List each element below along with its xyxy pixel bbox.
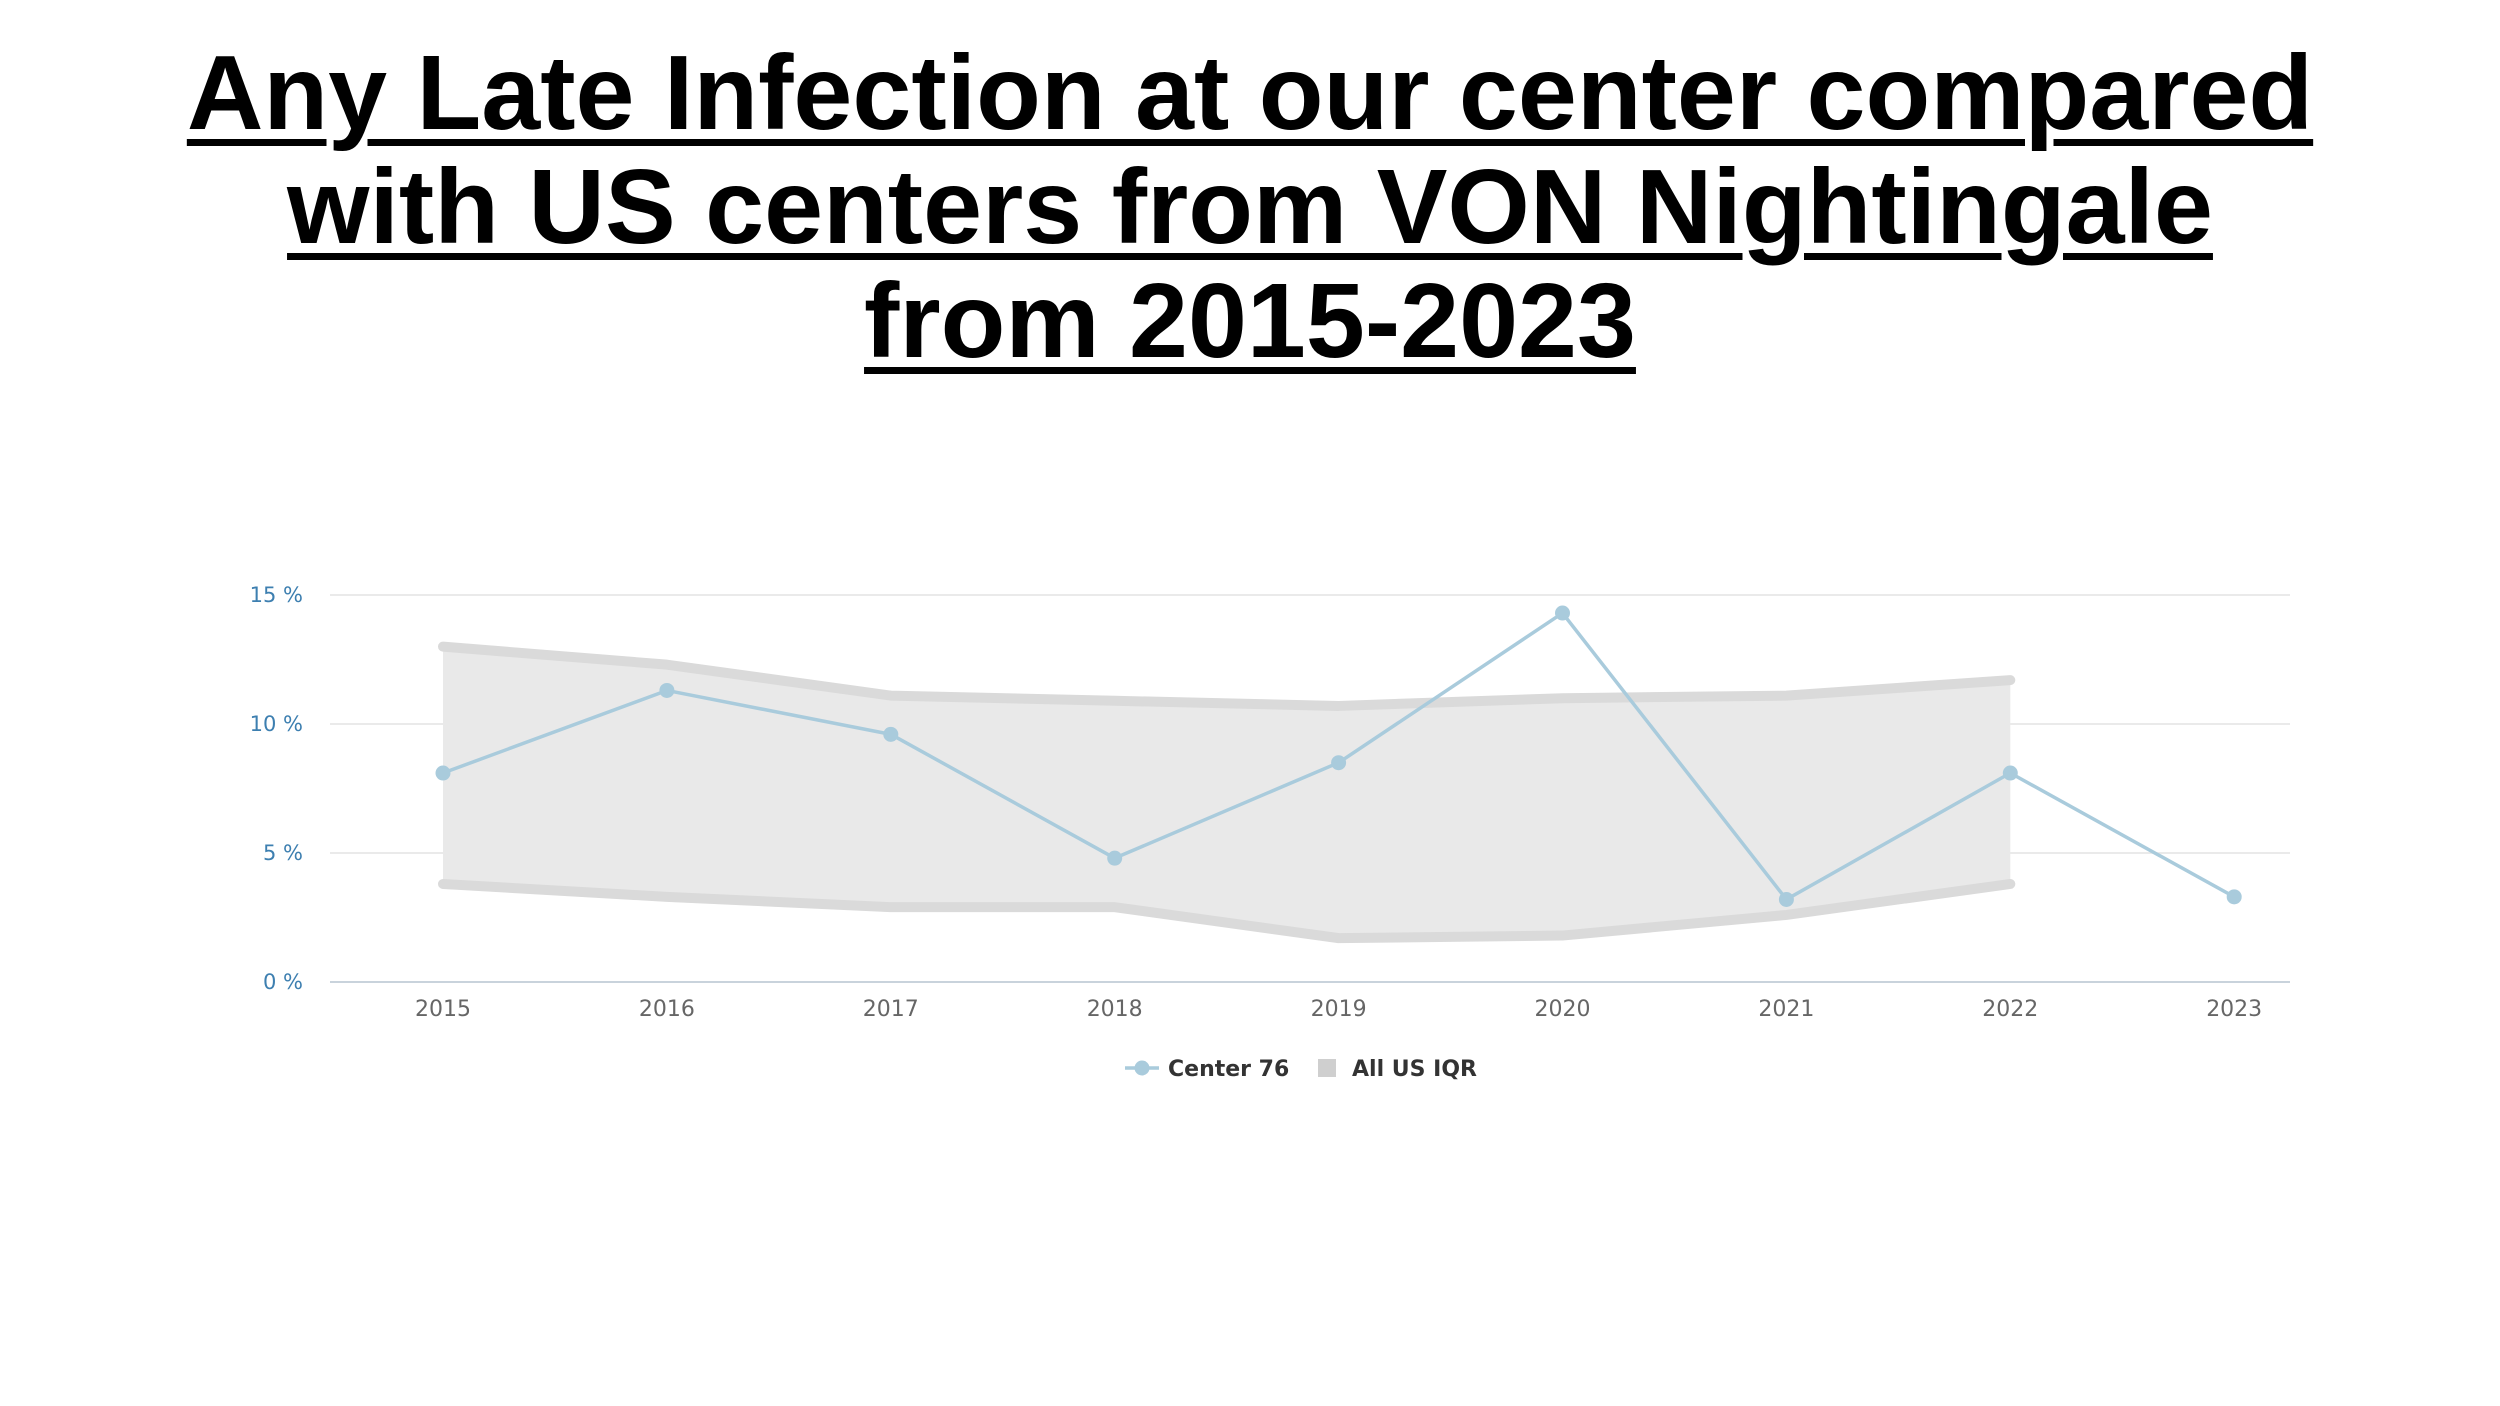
center-76-point bbox=[435, 765, 451, 781]
center-76-line bbox=[435, 605, 2242, 907]
legend-label-center-76: Center 76 bbox=[1168, 1057, 1289, 1082]
iqr-band-fill bbox=[443, 646, 2011, 939]
x-axis-ticks: 2015 2016 2017 2018 2019 2020 2021 2022 2023 bbox=[415, 997, 2262, 1022]
center-76-point bbox=[2002, 765, 2018, 781]
center-76-point bbox=[883, 726, 899, 742]
us-iqr-band bbox=[438, 641, 2016, 944]
center-76-point bbox=[2226, 889, 2242, 905]
y-tick-label: 15 % bbox=[250, 583, 303, 607]
x-tick-label: 2019 bbox=[1311, 997, 1367, 1022]
title-line-1: Any Late Infection at our center compare… bbox=[186, 34, 2314, 152]
x-tick-label: 2017 bbox=[863, 997, 919, 1022]
x-tick-label: 2023 bbox=[2206, 997, 2262, 1022]
slide-title: Any Late Infection at our center compare… bbox=[150, 36, 2350, 378]
center-76-point bbox=[1331, 755, 1347, 771]
y-tick-label: 5 % bbox=[263, 841, 303, 865]
center-76-point bbox=[1107, 850, 1123, 866]
iqr-lower-edge bbox=[438, 878, 2016, 944]
legend-swatch-iqr bbox=[1318, 1059, 1336, 1077]
y-tick-label: 0 % bbox=[263, 970, 303, 994]
x-tick-label: 2016 bbox=[639, 997, 695, 1022]
legend-label-all-us-iqr: All US IQR bbox=[1352, 1057, 1477, 1082]
center-76-point bbox=[1778, 891, 1794, 907]
title-line-2: with US centers from VON Nightingale bbox=[287, 148, 2213, 266]
center-76-point bbox=[659, 682, 675, 698]
x-tick-label: 2022 bbox=[1982, 997, 2038, 1022]
center-76-point bbox=[1555, 605, 1570, 621]
iqr-upper-edge bbox=[438, 641, 2016, 711]
x-tick-label: 2020 bbox=[1535, 997, 1591, 1022]
y-axis-ticks: 0 % 5 % 10 % 15 % bbox=[250, 583, 303, 994]
y-tick-label: 10 % bbox=[250, 712, 303, 736]
title-line-3: from 2015-2023 bbox=[864, 262, 1636, 380]
chart-legend: Center 76 All US IQR bbox=[1125, 1057, 1477, 1082]
x-tick-label: 2015 bbox=[415, 997, 471, 1022]
x-tick-label: 2018 bbox=[1087, 997, 1143, 1022]
x-tick-label: 2021 bbox=[1758, 997, 1814, 1022]
legend-point-marker bbox=[1134, 1060, 1150, 1076]
